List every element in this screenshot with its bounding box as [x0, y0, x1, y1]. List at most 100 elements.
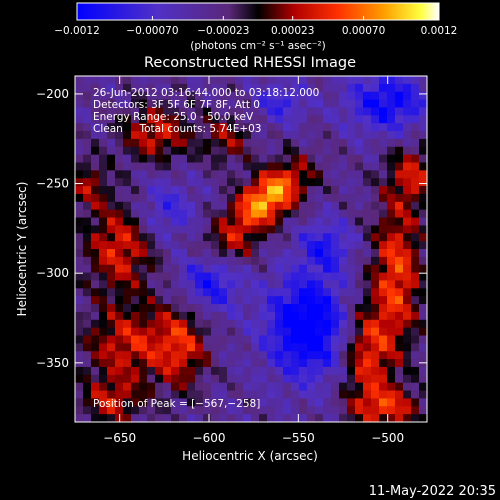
heatmap-cell [355, 351, 364, 360]
heatmap-cell [139, 288, 148, 297]
heatmap-cell [419, 343, 428, 352]
heatmap-cell [107, 107, 116, 116]
heatmap-cell [235, 217, 244, 226]
heatmap-cell [291, 91, 300, 100]
heatmap-cell [331, 256, 340, 266]
heatmap-cell [307, 319, 316, 329]
heatmap-cell [307, 83, 316, 93]
heatmap-cell [195, 107, 204, 116]
heatmap-cell [363, 288, 372, 297]
heatmap-cell [283, 359, 292, 368]
heatmap-cell [83, 374, 92, 384]
heatmap-cell [387, 91, 396, 100]
heatmap-cell [331, 201, 340, 211]
heatmap-cell [243, 115, 252, 124]
heatmap-cell [91, 138, 100, 148]
heatmap-cell [75, 351, 84, 360]
heatmap-cell [115, 225, 124, 234]
heatmap-cell [347, 272, 356, 281]
heatmap-cell [259, 154, 268, 163]
heatmap-cell [403, 264, 412, 273]
heatmap-cell [291, 217, 300, 226]
heatmap-cell [219, 146, 228, 156]
heatmap-cell [107, 264, 116, 273]
heatmap-cell [115, 201, 124, 211]
heatmap-cell [147, 225, 156, 234]
heatmap-cell [267, 406, 276, 415]
heatmap-cell [371, 414, 380, 423]
heatmap-cell [419, 398, 428, 407]
heatmap-cell [323, 398, 332, 407]
heatmap-cell [243, 374, 252, 384]
heatmap-cell [387, 154, 396, 163]
heatmap-cell [379, 280, 388, 289]
heatmap-cell [75, 296, 84, 305]
heatmap-cell [251, 107, 260, 116]
heatmap-cell [131, 414, 140, 423]
x-axis-label: Heliocentric X (arcsec) [182, 449, 318, 463]
heatmap-cell [155, 327, 164, 336]
heatmap-cell [379, 154, 388, 163]
heatmap-cell [99, 264, 108, 273]
heatmap-cell [299, 304, 308, 313]
heatmap-cell [379, 225, 388, 234]
heatmap-cell [363, 366, 372, 376]
heatmap-cell [219, 170, 228, 179]
heatmap-cell [419, 154, 428, 163]
heatmap-cell [227, 343, 236, 352]
heatmap-cell [259, 374, 268, 384]
heatmap-cell [75, 99, 84, 108]
heatmap-cell [403, 311, 412, 321]
heatmap-cell [371, 170, 380, 179]
heatmap-cell [307, 225, 316, 234]
heatmap-cell [147, 343, 156, 352]
heatmap-cell [131, 209, 140, 218]
heatmap-cell [291, 186, 300, 195]
heatmap-cell [315, 83, 324, 93]
heatmap-cell [203, 398, 212, 407]
heatmap-cell [195, 123, 204, 132]
heatmap-cell [139, 359, 148, 368]
heatmap-cell [139, 178, 148, 187]
heatmap-cell [339, 241, 348, 250]
heatmap-cell [91, 193, 100, 203]
heatmap-cell [203, 178, 212, 187]
heatmap-cell [347, 123, 356, 132]
heatmap-cell [107, 178, 116, 187]
heatmap-cell [363, 131, 372, 140]
heatmap-cell [363, 351, 372, 360]
heatmap-cell [211, 146, 220, 156]
heatmap-cell [115, 272, 124, 281]
heatmap-cell [259, 115, 268, 124]
heatmap-cell [299, 288, 308, 297]
heatmap-cell [123, 343, 132, 352]
heatmap-cell [163, 272, 172, 281]
heatmap-cell [99, 99, 108, 108]
heatmap-cell [91, 319, 100, 329]
heatmap-cell [259, 272, 268, 281]
heatmap-cell [355, 99, 364, 108]
heatmap-cell [379, 406, 388, 415]
heatmap-cell [115, 335, 124, 344]
heatmap-cell [171, 351, 180, 360]
heatmap-cell [147, 374, 156, 384]
heatmap-cell [267, 382, 276, 391]
heatmap-cell [235, 327, 244, 336]
heatmap-cell [403, 241, 412, 250]
heatmap-cell [291, 343, 300, 352]
heatmap-cell [283, 343, 292, 352]
heatmap-cell [347, 264, 356, 273]
heatmap-cell [123, 209, 132, 218]
heatmap-cell [123, 272, 132, 281]
heatmap-cell [99, 217, 108, 226]
heatmap-cell [379, 233, 388, 242]
heatmap-cell [379, 272, 388, 281]
heatmap-cell [171, 99, 180, 108]
heatmap-cell [291, 398, 300, 407]
heatmap-cell [123, 162, 132, 171]
heatmap-cell [75, 76, 84, 85]
heatmap-cell [83, 382, 92, 391]
heatmap-cell [219, 311, 228, 321]
heatmap-cell [187, 186, 196, 195]
heatmap-cell [363, 193, 372, 203]
